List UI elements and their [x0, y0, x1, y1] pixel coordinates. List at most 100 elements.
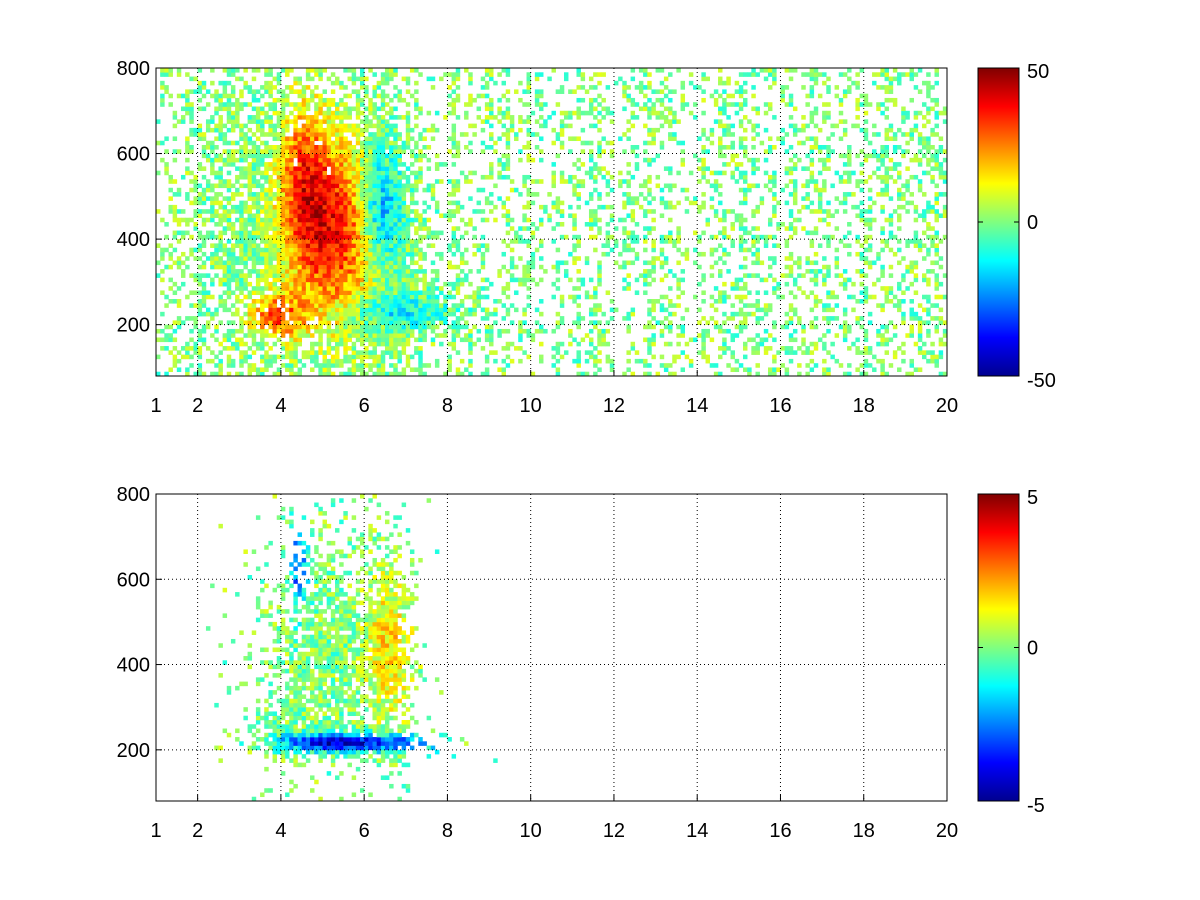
heatmap-cell: [297, 281, 303, 287]
heatmap-cell: [264, 350, 269, 355]
heatmap-cell: [409, 162, 415, 167]
heatmap-cell: [339, 311, 344, 317]
heatmap-cell: [314, 85, 319, 90]
heatmap-cell: [347, 367, 352, 373]
heatmap-cell: [214, 247, 219, 253]
heatmap-cell: [205, 307, 211, 313]
heatmap-cell: [376, 341, 382, 347]
heatmap-cell: [672, 243, 677, 248]
heatmap-cell: [239, 76, 244, 82]
heatmap-cell: [285, 192, 290, 197]
heatmap-cell: [297, 269, 303, 274]
heatmap-cell: [647, 132, 652, 137]
heatmap-cell: [235, 311, 240, 317]
heatmap-cell: [526, 192, 531, 197]
heatmap-cell: [351, 341, 357, 347]
heatmap-cell: [351, 174, 357, 180]
heatmap-cell: [280, 174, 286, 180]
heatmap-cell: [584, 170, 590, 176]
heatmap-cell: [380, 358, 386, 364]
heatmap-cell: [418, 290, 423, 296]
heatmap-cell: [489, 76, 494, 82]
heatmap-cell: [701, 200, 706, 206]
heatmap-cell: [401, 303, 407, 308]
heatmap-cell: [226, 251, 232, 257]
heatmap-cell: [314, 136, 319, 142]
heatmap-cell: [530, 234, 536, 240]
heatmap-cell: [264, 316, 269, 321]
heatmap-cell: [418, 316, 423, 321]
heatmap-cell: [584, 350, 590, 355]
heatmap-cell: [359, 110, 365, 116]
heatmap-cell: [468, 294, 473, 300]
heatmap-cell: [156, 209, 161, 214]
heatmap-cell: [260, 127, 265, 133]
heatmap-cell: [397, 153, 402, 159]
heatmap-cell: [730, 333, 735, 338]
heatmap-cell: [364, 226, 369, 231]
heatmap-cell: [364, 346, 369, 351]
heatmap-cell: [422, 145, 427, 150]
heatmap-cell: [534, 281, 540, 287]
heatmap-cell: [326, 179, 332, 184]
heatmap-cell: [484, 371, 490, 377]
heatmap-cell: [605, 290, 611, 296]
heatmap-cell: [597, 341, 602, 347]
heatmap-cell: [584, 222, 590, 227]
heatmap-cell: [293, 273, 298, 278]
heatmap-cell: [755, 247, 760, 253]
heatmap-cell: [160, 311, 165, 317]
heatmap-cell: [280, 217, 286, 223]
heatmap-cell: [230, 119, 236, 124]
heatmap-cell: [551, 281, 556, 287]
heatmap-cell: [701, 290, 706, 296]
heatmap-cell: [218, 200, 223, 206]
heatmap-cell: [235, 328, 240, 334]
heatmap-cell: [201, 209, 207, 214]
heatmap-cell: [422, 209, 427, 214]
heatmap-cell: [651, 256, 656, 261]
heatmap-cell: [501, 371, 506, 377]
heatmap-cell: [376, 149, 382, 154]
heatmap-cell: [588, 337, 594, 343]
heatmap-cell: [264, 132, 269, 137]
heatmap-cell: [268, 303, 273, 308]
heatmap-cell: [364, 260, 369, 266]
heatmap-cell: [347, 346, 352, 351]
heatmap-cell: [243, 320, 248, 325]
heatmap-cell: [205, 153, 211, 159]
heatmap-cell: [447, 358, 452, 364]
heatmap-cell: [663, 183, 669, 189]
heatmap-cell: [576, 371, 581, 377]
heatmap-cell: [593, 320, 598, 325]
heatmap-cell: [414, 157, 419, 163]
heatmap-cell: [289, 209, 294, 214]
heatmap-cell: [509, 115, 515, 120]
heatmap-cell: [439, 179, 444, 184]
heatmap-cell: [459, 170, 465, 176]
heatmap-cell: [314, 324, 319, 330]
heatmap-cell: [339, 243, 344, 248]
heatmap-cell: [484, 196, 490, 201]
heatmap-cell: [422, 269, 427, 274]
heatmap-cell: [643, 234, 648, 240]
heatmap-cell: [451, 286, 457, 291]
heatmap-cell: [743, 286, 748, 291]
heatmap-cell: [455, 140, 461, 146]
heatmap-cell: [414, 102, 419, 107]
heatmap-cell: [251, 140, 257, 146]
heatmap-cell: [464, 132, 469, 137]
heatmap-cell: [455, 145, 461, 150]
heatmap-cell: [251, 174, 257, 180]
heatmap-cell: [272, 239, 278, 244]
heatmap-cell: [647, 273, 652, 278]
heatmap-cell: [380, 290, 386, 296]
heatmap-cell: [322, 234, 327, 240]
heatmap-cell: [393, 333, 398, 338]
heatmap-cell: [497, 328, 502, 334]
heatmap-cell: [285, 72, 290, 77]
heatmap-cell: [268, 281, 273, 287]
heatmap-cell: [280, 97, 286, 103]
heatmap-cell: [226, 371, 232, 377]
heatmap-cell: [272, 170, 278, 176]
